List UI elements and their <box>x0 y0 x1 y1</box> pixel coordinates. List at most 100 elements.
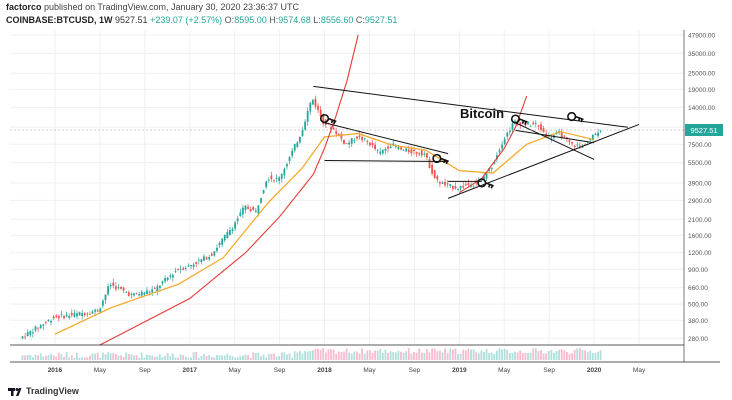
volume-bar <box>384 349 387 360</box>
candle-body <box>514 120 516 123</box>
candle-body <box>146 290 148 294</box>
candle-body <box>436 176 439 180</box>
volume-bar <box>254 352 257 360</box>
candle-body <box>532 122 535 125</box>
volume-bar <box>68 357 71 360</box>
candle-body <box>503 138 506 145</box>
candle-body <box>353 140 356 142</box>
candle-body <box>42 324 45 327</box>
volume-bar <box>267 353 270 360</box>
candle-body <box>205 257 208 260</box>
trend-line <box>515 122 595 160</box>
volume-bar <box>275 356 278 360</box>
candle-body <box>376 150 379 152</box>
volume-bar <box>516 352 519 360</box>
candle-body <box>529 125 532 127</box>
volume-bar <box>397 350 400 360</box>
volume-bar <box>31 357 34 360</box>
candle-body <box>457 188 459 190</box>
volume-bar <box>332 349 335 360</box>
annotation-markers <box>319 111 584 189</box>
volume-bar <box>475 352 478 360</box>
volume-bar <box>174 357 177 360</box>
volume-bar <box>223 355 226 360</box>
volume-bar <box>335 353 338 360</box>
candle-body <box>47 319 50 321</box>
candle-body <box>451 185 454 189</box>
candle-body <box>540 124 542 131</box>
volume-bar <box>164 355 167 360</box>
volume-bar <box>322 348 325 360</box>
candle-body <box>599 131 602 133</box>
candle-body <box>470 186 472 187</box>
candle-body <box>397 147 400 150</box>
volume-bar <box>73 357 76 360</box>
volume-bar <box>578 348 581 360</box>
footer: TradingView <box>8 384 79 398</box>
volume-bar <box>76 352 78 360</box>
volume-bar <box>130 354 133 360</box>
candle-body <box>197 259 200 261</box>
candle-body <box>249 208 252 212</box>
volume-bar <box>298 351 301 360</box>
volume-bar <box>65 352 68 360</box>
candle-body <box>374 144 376 150</box>
candle-body <box>591 134 594 141</box>
volume-bar <box>179 354 182 360</box>
symbol-label: COINBASE:BTCUSD, 1W <box>6 15 113 25</box>
volume-bar <box>241 355 244 360</box>
volume-bar <box>161 357 164 360</box>
key-marker-stem <box>440 157 449 165</box>
volume-bar <box>407 348 410 360</box>
volume-bar <box>410 353 413 360</box>
candle-body <box>363 138 366 140</box>
volume-bar <box>371 353 374 360</box>
volume-bar <box>293 351 296 360</box>
volume-bar <box>558 349 561 360</box>
candle-body <box>306 111 309 122</box>
volume-bar <box>288 353 291 360</box>
volume-bar <box>420 352 423 360</box>
candle-body <box>454 186 457 189</box>
key-marker-stem <box>328 117 337 125</box>
candle-body <box>130 293 133 295</box>
candle-body <box>418 153 421 155</box>
candle-body <box>236 218 239 222</box>
volume-bar <box>29 355 32 360</box>
volume-bar <box>296 352 299 360</box>
tradingview-brand: TradingView <box>26 386 79 396</box>
volume-bar <box>361 348 364 360</box>
volume-bar <box>125 352 128 360</box>
publish-info: factorco published on TradingView.com, J… <box>6 2 299 12</box>
volume-bar <box>464 350 467 360</box>
volume-bar <box>39 353 42 360</box>
candle-body <box>254 210 257 212</box>
candle-body <box>420 150 423 156</box>
candle-body <box>151 289 154 293</box>
candle-body <box>195 261 198 264</box>
volume-bar <box>283 352 286 360</box>
volume-bar <box>467 348 470 360</box>
volume-bar <box>511 352 514 360</box>
volume-bar <box>485 349 488 360</box>
volume-bar <box>319 349 322 360</box>
candle-body <box>571 142 574 144</box>
volume-bar <box>63 356 65 360</box>
candles <box>21 95 602 340</box>
y-tick-label: 14000.00 <box>688 105 715 112</box>
x-tick-label: 2017 <box>182 367 197 374</box>
volume-bar <box>451 349 454 360</box>
candle-body <box>550 137 553 139</box>
candle-body <box>140 291 143 296</box>
candle-body <box>260 197 262 203</box>
candle-body <box>304 121 306 130</box>
volume-bar <box>400 351 402 360</box>
candle-body <box>182 268 185 270</box>
volume-bar <box>521 352 524 360</box>
candle-body <box>94 309 97 312</box>
volume-bar <box>99 357 102 360</box>
candle-body <box>345 143 348 145</box>
volume-bar <box>503 348 506 360</box>
volume-bar <box>257 352 260 360</box>
